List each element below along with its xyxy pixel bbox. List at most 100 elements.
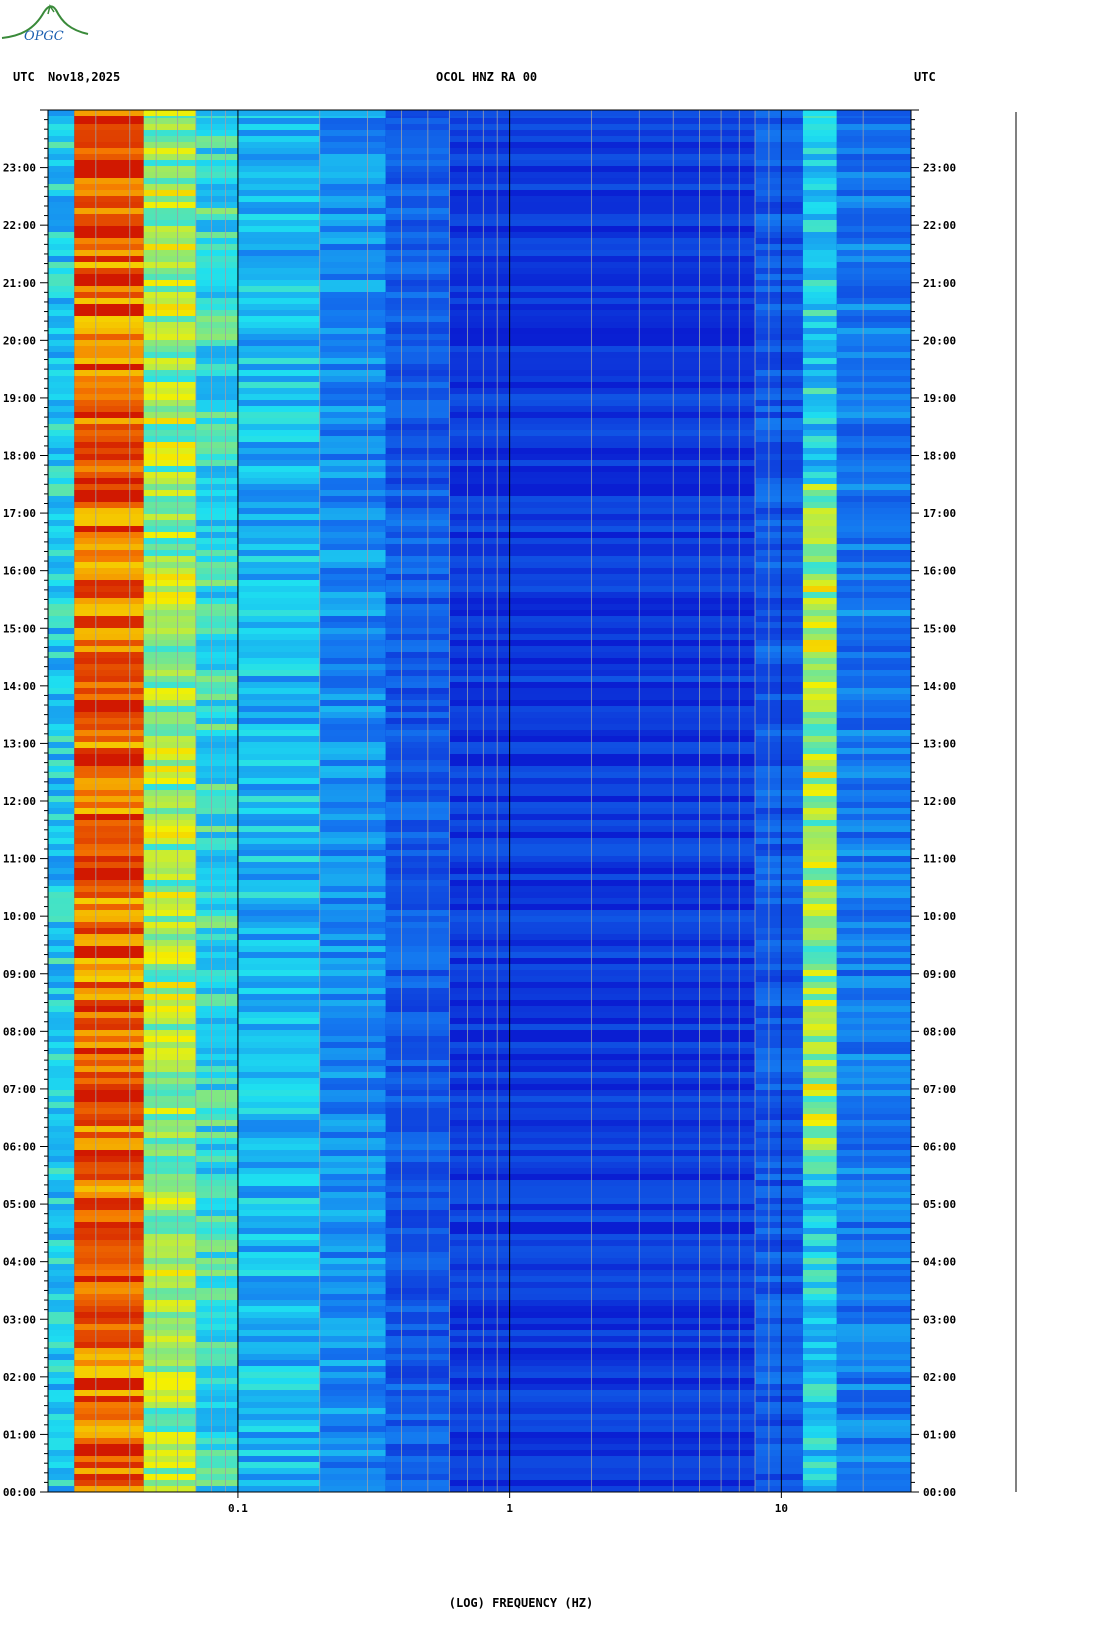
spectrogram-cell — [755, 1366, 803, 1372]
spectrogram-cell — [237, 550, 320, 556]
spectrogram-cell — [385, 478, 450, 484]
spectrogram-cell — [237, 1372, 320, 1378]
spectrogram-cell — [143, 934, 196, 940]
spectrogram-cell — [802, 220, 837, 226]
spectrogram-cell — [836, 736, 911, 742]
spectrogram-cell — [48, 250, 75, 256]
spectrogram-cell — [319, 262, 386, 268]
spectrogram-cell — [802, 166, 837, 172]
spectrogram-cell — [195, 700, 238, 706]
spectrogram-cell — [195, 1384, 238, 1390]
spectrogram-cell — [143, 502, 196, 508]
spectrogram-cell — [48, 328, 75, 334]
spectrogram-cell — [195, 1330, 238, 1336]
spectrogram-cell — [74, 1132, 144, 1138]
spectrogram-cell — [802, 490, 837, 496]
spectrogram-cell — [836, 808, 911, 814]
spectrogram-cell — [449, 742, 756, 748]
spectrogram-cell — [195, 1270, 238, 1276]
spectrogram-cell — [237, 196, 320, 202]
spectrogram-cell — [319, 406, 386, 412]
spectrogram-cell — [449, 412, 756, 418]
spectrogram-cell — [755, 532, 803, 538]
spectrogram-cell — [237, 820, 320, 826]
spectrogram-cell — [319, 520, 386, 526]
spectrogram-cell — [143, 250, 196, 256]
spectrogram-cell — [48, 1468, 75, 1474]
x-tick-label: 1 — [506, 1502, 513, 1515]
spectrogram-cell — [802, 316, 837, 322]
y-tick-label-right: 00:00 — [923, 1486, 956, 1499]
spectrogram-cell — [237, 1270, 320, 1276]
y-tick-label-right: 07:00 — [923, 1083, 956, 1096]
spectrogram-cell — [319, 484, 386, 490]
spectrogram-cell — [449, 1444, 756, 1450]
spectrogram-cell — [319, 1372, 386, 1378]
spectrogram-cell — [755, 1216, 803, 1222]
spectrogram-cell — [319, 1420, 386, 1426]
spectrogram-cell — [48, 166, 75, 172]
spectrogram-cell — [319, 1000, 386, 1006]
spectrogram-cell — [836, 1000, 911, 1006]
spectrogram-cell — [237, 178, 320, 184]
spectrogram-cell — [755, 904, 803, 910]
spectrogram-cell — [237, 466, 320, 472]
spectrogram-cell — [319, 118, 386, 124]
spectrogram-cell — [195, 130, 238, 136]
spectrogram-cell — [449, 1192, 756, 1198]
spectrogram-cell — [385, 760, 450, 766]
spectrogram-cell — [319, 550, 386, 556]
spectrogram-cell — [319, 1252, 386, 1258]
spectrogram-cell — [237, 1438, 320, 1444]
spectrogram-cell — [48, 1330, 75, 1336]
spectrogram-cell — [48, 110, 75, 116]
spectrogram-cell — [74, 520, 144, 526]
spectrogram-cell — [48, 760, 75, 766]
spectrogram-cell — [143, 910, 196, 916]
spectrogram-cell — [237, 718, 320, 724]
spectrogram-cell — [74, 658, 144, 664]
spectrogram-cell — [802, 922, 837, 928]
spectrogram-cell — [74, 544, 144, 550]
spectrogram-cell — [449, 508, 756, 514]
spectrogram-cell — [74, 1396, 144, 1402]
spectrogram-cell — [319, 544, 386, 550]
spectrogram-cell — [755, 1324, 803, 1330]
spectrogram-cell — [449, 958, 756, 964]
spectrogram-cell — [74, 778, 144, 784]
spectrogram-cell — [237, 1330, 320, 1336]
spectrogram-cell — [143, 1090, 196, 1096]
spectrogram-cell — [836, 1426, 911, 1432]
spectrogram-cell — [802, 130, 837, 136]
spectrogram-cell — [237, 1336, 320, 1342]
spectrogram-cell — [755, 1054, 803, 1060]
spectrogram-cell — [74, 1006, 144, 1012]
spectrogram-cell — [385, 1342, 450, 1348]
spectrogram-cell — [48, 652, 75, 658]
spectrogram-cell — [755, 160, 803, 166]
spectrogram-cell — [836, 772, 911, 778]
spectrogram-cell — [48, 460, 75, 466]
spectrogram-cell — [74, 736, 144, 742]
spectrogram-cell — [836, 1402, 911, 1408]
spectrogram-cell — [836, 562, 911, 568]
spectrogram-cell — [74, 874, 144, 880]
spectrogram-cell — [836, 238, 911, 244]
spectrogram-cell — [319, 196, 386, 202]
spectrogram-cell — [755, 184, 803, 190]
spectrogram-cell — [449, 110, 756, 116]
spectrogram-cell — [755, 550, 803, 556]
spectrogram-cell — [319, 1426, 386, 1432]
spectrogram-cell — [319, 880, 386, 886]
spectrogram-cell — [755, 646, 803, 652]
spectrogram-cell — [802, 562, 837, 568]
spectrogram-cell — [195, 1276, 238, 1282]
spectrogram-cell — [143, 652, 196, 658]
spectrogram-cell — [449, 844, 756, 850]
spectrogram-cell — [385, 1432, 450, 1438]
spectrogram-cell — [755, 394, 803, 400]
spectrogram-cell — [836, 742, 911, 748]
spectrogram-cell — [143, 610, 196, 616]
spectrogram-cell — [74, 550, 144, 556]
spectrogram-cell — [319, 460, 386, 466]
